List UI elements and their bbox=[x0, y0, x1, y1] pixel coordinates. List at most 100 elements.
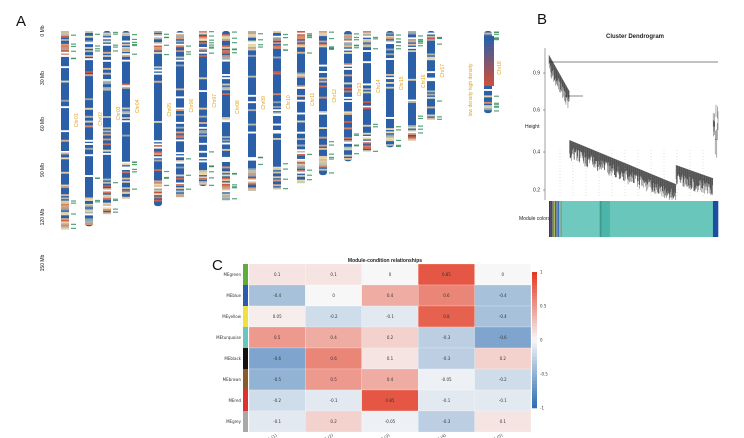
density-band bbox=[61, 48, 69, 51]
density-band bbox=[176, 190, 184, 193]
density-band bbox=[248, 35, 256, 38]
density-band bbox=[363, 34, 371, 37]
chromosome-chr17: Chr17 bbox=[427, 31, 446, 120]
density-band bbox=[297, 86, 305, 89]
chromosome-label: Chr18 bbox=[497, 61, 503, 75]
heatmap-cell-label: -0.2 bbox=[499, 377, 507, 382]
gene-marker bbox=[232, 42, 237, 44]
density-band bbox=[199, 77, 207, 80]
density-band bbox=[199, 37, 207, 40]
density-band bbox=[85, 47, 93, 49]
density-band bbox=[199, 134, 207, 137]
density-band bbox=[273, 46, 281, 49]
axis-label-mb: 150 Mb bbox=[40, 254, 46, 271]
scale-swatch bbox=[532, 275, 537, 280]
density-band bbox=[297, 75, 305, 78]
density-band bbox=[297, 181, 305, 184]
gene-marker bbox=[494, 104, 499, 106]
density-band bbox=[103, 212, 111, 215]
density-band bbox=[154, 42, 162, 45]
density-band bbox=[61, 203, 69, 206]
gene-marker bbox=[494, 31, 499, 33]
gene-marker bbox=[307, 33, 312, 35]
density-band bbox=[103, 138, 111, 141]
density-band bbox=[122, 53, 130, 56]
density-band bbox=[176, 50, 184, 53]
density-band bbox=[248, 157, 256, 160]
gene-marker bbox=[354, 39, 359, 41]
density-band bbox=[386, 73, 394, 76]
density-band bbox=[408, 125, 416, 127]
density-band bbox=[386, 137, 394, 140]
y-tick-label: 0.4 bbox=[533, 150, 540, 156]
density-band bbox=[297, 170, 305, 173]
density-band bbox=[222, 59, 230, 62]
gene-marker bbox=[164, 53, 169, 56]
gene-marker bbox=[329, 153, 334, 155]
density-band bbox=[103, 209, 111, 211]
density-band bbox=[61, 55, 69, 57]
density-band bbox=[297, 171, 305, 174]
gene-marker bbox=[329, 48, 334, 50]
row-color-swatch bbox=[243, 369, 248, 390]
density-band bbox=[344, 90, 352, 93]
density-band bbox=[344, 112, 352, 115]
density-band bbox=[222, 45, 230, 48]
density-band bbox=[427, 90, 435, 93]
axis-label-mb: 0 Mb bbox=[40, 25, 46, 36]
gene-marker bbox=[354, 133, 359, 135]
scale-swatch bbox=[532, 299, 537, 303]
density-band bbox=[386, 131, 394, 134]
gene-marker bbox=[232, 31, 237, 33]
scale-swatch bbox=[532, 387, 537, 392]
scale-tick-label: 0 bbox=[540, 338, 543, 343]
density-band bbox=[222, 136, 230, 139]
density-band bbox=[297, 152, 305, 155]
scale-swatch bbox=[532, 377, 537, 382]
chromosome-chr03: Chr03 bbox=[103, 31, 122, 215]
density-band bbox=[61, 224, 69, 227]
density-band bbox=[103, 143, 111, 146]
density-band bbox=[248, 40, 256, 43]
density-band bbox=[248, 75, 256, 78]
scale-swatch bbox=[532, 289, 537, 293]
legend-swatch bbox=[484, 81, 494, 86]
density-band bbox=[297, 163, 305, 166]
density-band bbox=[273, 38, 281, 41]
gene-marker bbox=[373, 36, 378, 39]
density-band bbox=[319, 165, 327, 168]
density-band bbox=[154, 120, 162, 123]
density-band bbox=[199, 126, 207, 129]
row-color-swatch bbox=[243, 390, 248, 411]
gene-marker bbox=[437, 100, 442, 102]
gene-marker bbox=[132, 171, 137, 173]
density-band bbox=[297, 138, 305, 141]
gene-marker bbox=[209, 35, 214, 37]
density-band bbox=[484, 95, 492, 98]
density-band bbox=[386, 37, 394, 40]
gene-marker bbox=[164, 176, 169, 179]
density-band bbox=[386, 48, 394, 51]
chromosome-label: Chr10 bbox=[286, 95, 292, 109]
density-band bbox=[273, 45, 281, 48]
density-band bbox=[199, 48, 207, 51]
density-band bbox=[248, 101, 256, 104]
heatmap-cell-label: 0 bbox=[332, 293, 335, 298]
gene-marker bbox=[354, 47, 359, 49]
gene-marker bbox=[258, 39, 263, 41]
density-band bbox=[199, 90, 207, 93]
density-band bbox=[61, 35, 69, 38]
gene-marker bbox=[418, 45, 423, 47]
scale-tick-label: 0.5 bbox=[540, 304, 547, 309]
density-band bbox=[248, 187, 256, 190]
scale-swatch bbox=[532, 353, 537, 358]
chromosome-body bbox=[154, 31, 162, 207]
gene-marker bbox=[95, 199, 100, 202]
heatmap-cell-label: -0.4 bbox=[499, 314, 507, 319]
density-band bbox=[427, 114, 435, 117]
y-tick-label: 0.9 bbox=[533, 71, 540, 77]
y-tick-label: 0.6 bbox=[533, 108, 540, 114]
chromosome-label: Chr11 bbox=[310, 93, 316, 106]
density-band bbox=[199, 131, 207, 134]
scale-tick-label: 1 bbox=[540, 270, 543, 275]
